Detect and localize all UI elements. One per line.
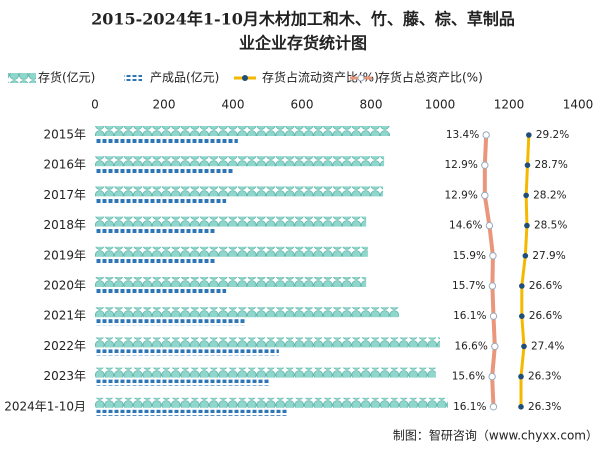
data-label: 27.4%	[531, 340, 564, 352]
line	[482, 134, 497, 407]
x-tick-label: 0	[91, 98, 99, 112]
y-tick-label: 2015年	[43, 128, 86, 142]
line-marker	[521, 343, 527, 350]
data-label: 15.7%	[452, 280, 485, 292]
line-marker	[488, 282, 497, 290]
x-tick-label: 400	[222, 98, 245, 112]
data-label: 13.4%	[446, 129, 479, 141]
line-marker	[519, 283, 525, 289]
y-tick-label: 2019年	[43, 248, 86, 262]
bar	[95, 228, 217, 235]
bar	[95, 409, 288, 416]
data-label: 15.6%	[452, 371, 485, 383]
bar	[95, 198, 227, 205]
bar	[95, 186, 384, 197]
data-label: 27.9%	[532, 250, 565, 262]
y-tick-label: 2024年1-10月	[4, 399, 86, 413]
y-tick-label: 2016年	[43, 158, 86, 172]
bar	[95, 337, 440, 348]
legend-label: 产成品(亿元)	[150, 70, 219, 85]
y-tick-label: 2017年	[43, 188, 86, 202]
data-label: 26.6%	[529, 310, 562, 322]
y-tick-label: 2020年	[43, 279, 86, 293]
line-marker	[518, 373, 524, 380]
legend-label: 存货占总资产比(%)	[378, 70, 483, 85]
data-label: 12.9%	[444, 159, 477, 171]
line-marker	[522, 253, 529, 259]
line-marker	[482, 131, 490, 139]
bar	[95, 289, 227, 295]
data-label: 15.9%	[453, 250, 486, 262]
line-marker	[518, 404, 524, 410]
legend-swatch	[8, 73, 36, 83]
legend-label: 存货(亿元)	[38, 70, 95, 85]
line-marker	[489, 403, 498, 411]
line-marker	[489, 252, 497, 260]
bar	[95, 138, 238, 144]
bar	[95, 307, 399, 318]
line	[519, 134, 531, 407]
chart-subtitle: 业企业存货统计图	[239, 34, 367, 53]
bar	[95, 379, 270, 386]
bar	[95, 246, 368, 257]
data-label: 16.6%	[454, 340, 487, 352]
data-label: 28.5%	[534, 220, 567, 232]
line-marker	[524, 162, 531, 168]
legend-label: 存货占流动资产比(%)	[262, 70, 379, 85]
legend-swatch	[124, 75, 142, 81]
bar	[95, 349, 279, 356]
x-tick-label: 1200	[494, 98, 525, 112]
legend-marker	[357, 74, 365, 82]
y-tick-label: 2021年	[43, 309, 86, 323]
y-tick-label: 2023年	[43, 369, 86, 383]
y-tick-label: 2018年	[43, 218, 86, 232]
bar	[95, 258, 217, 265]
y-tick-label: 2022年	[43, 339, 86, 353]
line-marker	[489, 312, 498, 320]
data-label: 16.1%	[453, 401, 486, 413]
line-marker	[485, 221, 494, 230]
line-marker	[488, 372, 496, 381]
line-marker	[524, 222, 530, 229]
x-tick-label: 1000	[425, 98, 456, 112]
bar	[95, 367, 436, 378]
bar	[95, 277, 367, 287]
line-marker	[519, 313, 525, 320]
data-label: 12.9%	[444, 189, 477, 201]
line-marker	[523, 192, 529, 199]
x-tick-label: 800	[360, 98, 383, 112]
line-marker	[491, 342, 499, 351]
chart-title: 2015-2024年1-10月木材加工和木、竹、藤、棕、草制品	[91, 10, 515, 29]
legend-marker	[242, 75, 248, 81]
bar	[95, 126, 390, 136]
x-tick-label: 200	[153, 98, 176, 112]
data-label: 26.3%	[528, 401, 561, 413]
data-label: 28.2%	[533, 189, 566, 201]
line-marker	[481, 161, 489, 169]
source: 制图：智研咨询（www.chyxx.com）	[393, 428, 598, 443]
bar	[95, 319, 247, 326]
bar	[95, 168, 233, 175]
x-tick-label: 600	[291, 98, 314, 112]
bar	[95, 397, 448, 408]
data-label: 28.7%	[534, 159, 567, 171]
line-marker	[526, 132, 532, 138]
data-label: 29.2%	[536, 129, 569, 141]
x-tick-label: 1400	[563, 98, 594, 112]
bar	[95, 156, 385, 167]
bar	[95, 216, 367, 227]
data-label: 14.6%	[449, 220, 482, 232]
data-label: 16.1%	[453, 310, 486, 322]
data-label: 26.3%	[528, 371, 561, 383]
data-label: 26.6%	[529, 280, 562, 292]
line-marker	[481, 191, 489, 200]
